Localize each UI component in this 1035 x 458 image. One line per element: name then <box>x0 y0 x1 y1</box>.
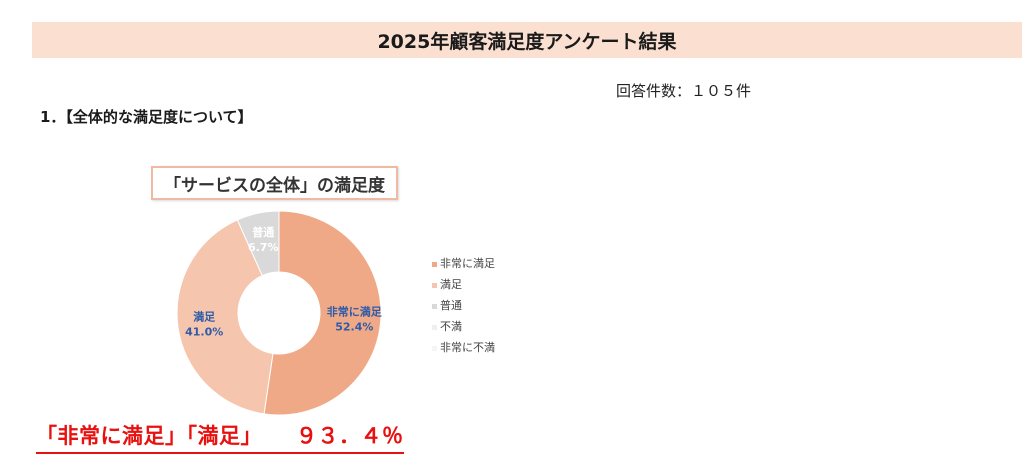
legend-swatch <box>432 325 437 330</box>
data-label-value: 41.0% <box>185 325 223 338</box>
data-label-category: 普通 <box>252 225 274 239</box>
slice-1 <box>263 210 382 416</box>
summary-labels: 「非常に満足」「満足」 <box>36 424 262 448</box>
legend-swatch <box>432 346 437 351</box>
data-label-category: 満足 <box>193 309 216 323</box>
section-heading: 1．【全体的な満足度について】 <box>40 108 253 126</box>
legend-label: 非常に不満 <box>440 341 495 354</box>
data-label-value: 6.7% <box>248 241 279 254</box>
legend-swatch <box>432 262 437 267</box>
chart-data-labels: 非常に満足 52.4% 満足 41.0% 普通 6.7% <box>185 225 383 338</box>
report-title: 2025年顧客満足度アンケート結果 <box>377 30 677 53</box>
legend-swatch <box>432 304 437 309</box>
summary-highlight: 「非常に満足」「満足」 ９３．４％ <box>36 420 404 454</box>
data-label-category: 非常に満足 <box>327 305 383 319</box>
legend-swatch <box>432 283 437 288</box>
legend-label: 満足 <box>440 278 462 291</box>
chart-title-text: 「サービスの全体」の満足度 <box>164 175 385 196</box>
legend-label: 非常に満足 <box>440 257 495 270</box>
chart-slices <box>176 210 382 416</box>
legend-label: 不満 <box>440 320 462 333</box>
chart-title: 「サービスの全体」の満足度 <box>151 166 398 200</box>
summary-value: ９３．４％ <box>296 424 404 448</box>
legend-label: 普通 <box>440 298 462 312</box>
data-label-value: 52.4% <box>335 321 373 334</box>
slice-3 <box>236 210 280 277</box>
slice-2 <box>176 219 274 415</box>
report-title-bar: 2025年顧客満足度アンケート結果 <box>32 22 1022 58</box>
response-count: 回答件数：１０５件 <box>616 82 752 100</box>
